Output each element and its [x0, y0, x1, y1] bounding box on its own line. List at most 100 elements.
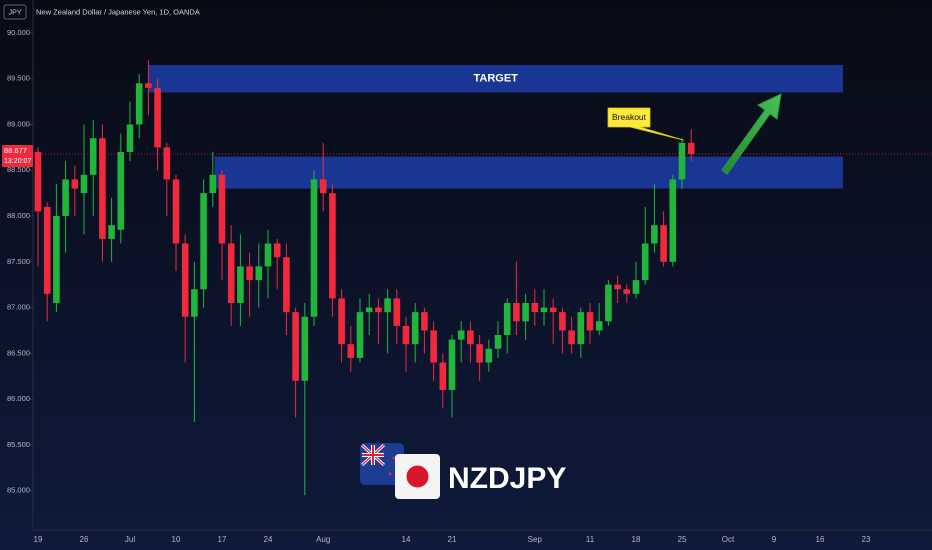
- candle-body: [237, 266, 244, 303]
- candle-body: [347, 344, 355, 358]
- watermark: NZDJPY: [448, 462, 566, 495]
- y-tick-label: 86.500: [7, 348, 30, 357]
- candle-body: [430, 330, 437, 363]
- candle-body: [513, 302, 520, 322]
- target-arrow: [721, 93, 782, 175]
- candle-body: [319, 179, 327, 194]
- candle-body: [283, 257, 290, 313]
- candle-body: [623, 289, 631, 294]
- candle-body: [99, 138, 106, 239]
- x-tick-label: 25: [678, 535, 687, 544]
- candle-body: [108, 225, 115, 239]
- candle-body: [246, 266, 253, 281]
- candle-body: [338, 298, 345, 345]
- y-tick-label: 90.000: [7, 28, 30, 37]
- candle-body: [255, 266, 263, 281]
- y-tick-label: 85.000: [7, 486, 30, 495]
- x-tick-label: 11: [586, 535, 595, 544]
- candle-body: [209, 174, 217, 194]
- candle-body: [439, 362, 447, 390]
- candle-body: [503, 302, 511, 336]
- x-tick-label: 23: [862, 535, 871, 544]
- candle-body: [457, 330, 465, 340]
- candle-body: [117, 151, 125, 230]
- candle-body: [126, 124, 134, 152]
- y-tick-label: 88.000: [7, 211, 30, 220]
- price-label-box: [2, 145, 33, 168]
- x-tick-label: 16: [816, 535, 825, 544]
- candle-body: [43, 206, 51, 294]
- symbol-box-label: JPY: [9, 9, 22, 16]
- candle-body: [467, 330, 474, 345]
- x-tick-label: Jul: [125, 535, 135, 544]
- y-tick-label: 88.500: [7, 165, 30, 174]
- candle-body: [191, 289, 198, 317]
- x-tick-label: Oct: [722, 535, 735, 544]
- x-tick-label: 17: [218, 535, 227, 544]
- candle-body: [559, 312, 566, 331]
- price-label: 88.677: [4, 146, 27, 155]
- candle-body: [485, 348, 493, 363]
- x-tick-label: 19: [34, 535, 43, 544]
- countdown-label: 13:20:07: [4, 158, 31, 165]
- x-tick-label: 24: [264, 535, 273, 544]
- candle-body: [218, 174, 226, 244]
- candle-body: [632, 280, 640, 294]
- candle-body: [273, 243, 281, 258]
- candles: [34, 60, 695, 496]
- candle-body: [163, 147, 171, 180]
- candle-body: [227, 243, 235, 303]
- chart-title: New Zealand Dollar / Japanese Yen, 1D, O…: [36, 7, 200, 16]
- candle-body: [375, 307, 382, 313]
- x-tick-label: 18: [632, 535, 641, 544]
- candle-body: [549, 307, 557, 313]
- zone-label: TARGET: [473, 73, 518, 85]
- candle-body: [34, 151, 42, 212]
- candle-body: [687, 142, 695, 155]
- candle-body: [365, 307, 373, 313]
- candle-body: [80, 174, 88, 194]
- candle-body: [586, 312, 594, 331]
- symbol-box: [3, 4, 27, 20]
- candle-body: [172, 179, 180, 244]
- y-tick-label: 87.500: [7, 257, 30, 266]
- x-tick-label: 9: [772, 535, 777, 544]
- zone: [214, 156, 843, 189]
- candle-body: [641, 243, 649, 281]
- candle-body: [264, 243, 272, 267]
- candle-body: [476, 344, 483, 363]
- x-tick-label: Sep: [528, 535, 543, 544]
- x-tick-label: 14: [402, 535, 411, 544]
- candle-body: [448, 339, 456, 390]
- y-tick-label: 89.000: [7, 119, 30, 128]
- candle-body: [71, 179, 79, 189]
- candle-body: [135, 83, 143, 125]
- candle-body: [310, 179, 318, 317]
- candle-body: [301, 316, 309, 381]
- zone: [148, 64, 843, 93]
- y-tick-label: 89.500: [7, 74, 30, 83]
- candle-body: [494, 335, 502, 349]
- candle-body: [181, 243, 189, 317]
- candle-body: [651, 225, 658, 244]
- candle-body: [200, 193, 207, 290]
- candle-body: [393, 298, 401, 326]
- x-tick-label: Aug: [316, 535, 330, 544]
- candle-body: [411, 312, 419, 345]
- candle-body: [329, 193, 336, 299]
- y-tick-label: 87.000: [7, 303, 30, 312]
- y-tick-label: 86.000: [7, 394, 30, 403]
- candle-body: [384, 298, 391, 313]
- candle-body: [356, 312, 364, 358]
- candle-body: [605, 284, 612, 322]
- candle-body: [154, 87, 161, 148]
- candle-body: [568, 330, 575, 345]
- candle-body: [89, 138, 97, 175]
- candle-body: [678, 142, 686, 180]
- candle-body: [145, 83, 152, 88]
- candle-body: [62, 179, 69, 217]
- candle-body: [595, 321, 603, 331]
- x-tick-label: 10: [172, 535, 181, 544]
